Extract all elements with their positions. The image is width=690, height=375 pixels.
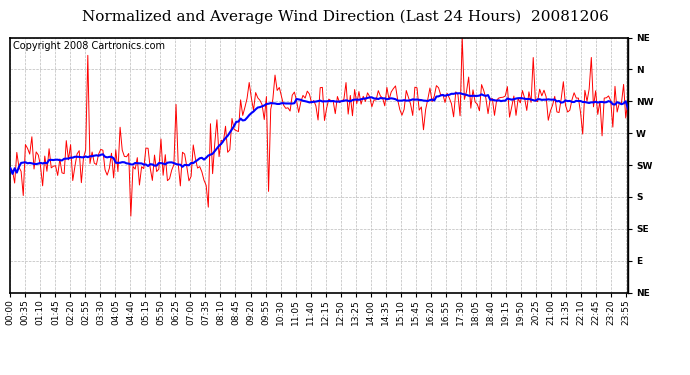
Text: Copyright 2008 Cartronics.com: Copyright 2008 Cartronics.com <box>13 41 166 51</box>
Text: Normalized and Average Wind Direction (Last 24 Hours)  20081206: Normalized and Average Wind Direction (L… <box>81 9 609 24</box>
